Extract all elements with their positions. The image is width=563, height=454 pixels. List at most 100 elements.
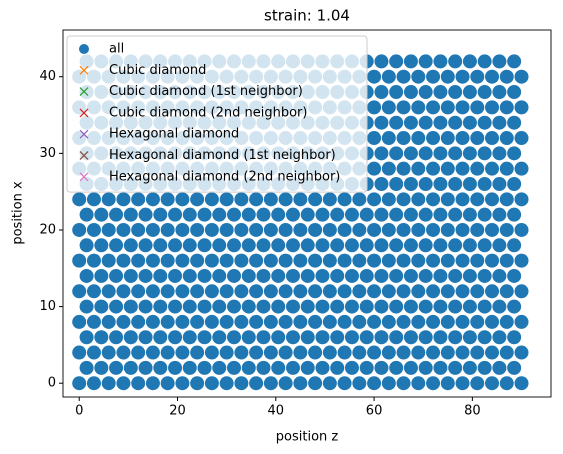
point [462, 330, 477, 345]
point [485, 131, 500, 146]
point [389, 115, 404, 130]
point [109, 238, 124, 253]
point [374, 177, 389, 192]
point [263, 253, 278, 268]
point [153, 238, 168, 253]
point [249, 345, 264, 360]
point [308, 314, 323, 329]
point [227, 268, 242, 283]
point [352, 253, 367, 268]
point [470, 284, 485, 299]
point [492, 146, 507, 161]
point [433, 268, 448, 283]
point [278, 284, 293, 299]
point [352, 192, 367, 207]
point [94, 207, 109, 222]
point [477, 146, 492, 161]
point [367, 345, 382, 360]
point [359, 238, 374, 253]
point [507, 360, 522, 375]
point [448, 238, 463, 253]
point [381, 100, 396, 115]
point [470, 376, 485, 391]
point [145, 253, 160, 268]
point [352, 284, 367, 299]
point [160, 284, 175, 299]
point [271, 299, 286, 314]
x-axis-label: position z [276, 430, 339, 445]
point [499, 222, 514, 237]
point [381, 314, 396, 329]
point [411, 222, 426, 237]
point [300, 238, 315, 253]
point [300, 207, 315, 222]
point [116, 376, 131, 391]
point [492, 85, 507, 100]
point [241, 299, 256, 314]
legend-label: all [109, 42, 124, 57]
point [168, 238, 183, 253]
point [145, 222, 160, 237]
point [322, 345, 337, 360]
point [492, 115, 507, 130]
point [514, 192, 529, 207]
point [285, 299, 300, 314]
legend-label: Hexagonal diamond (2nd neighbor) [109, 169, 340, 184]
point [462, 115, 477, 130]
point [499, 100, 514, 115]
point [109, 299, 124, 314]
point [374, 207, 389, 222]
point [514, 284, 529, 299]
point [256, 330, 271, 345]
point [418, 238, 433, 253]
point [109, 330, 124, 345]
point [374, 146, 389, 161]
point [227, 207, 242, 222]
point [426, 100, 441, 115]
point [448, 146, 463, 161]
point [492, 207, 507, 222]
x-tick-label: 60 [366, 404, 383, 419]
point [168, 299, 183, 314]
point [94, 238, 109, 253]
x-tick-label: 0 [75, 404, 83, 419]
point [426, 161, 441, 176]
point [131, 345, 146, 360]
legend-label: Cubic diamond (1st neighbor) [109, 84, 303, 99]
point [381, 192, 396, 207]
point [138, 330, 153, 345]
y-tick-label: 40 [39, 69, 56, 84]
point [131, 376, 146, 391]
point [109, 268, 124, 283]
point [455, 131, 470, 146]
point [485, 314, 500, 329]
point [190, 253, 205, 268]
point [79, 330, 94, 345]
point [145, 314, 160, 329]
point [197, 238, 212, 253]
point [330, 330, 345, 345]
point [426, 222, 441, 237]
point [418, 54, 433, 69]
point [440, 376, 455, 391]
point [389, 54, 404, 69]
point [418, 177, 433, 192]
point [426, 284, 441, 299]
point [462, 299, 477, 314]
point [403, 177, 418, 192]
point [190, 284, 205, 299]
point [477, 207, 492, 222]
point [234, 314, 249, 329]
point [145, 376, 160, 391]
point [485, 100, 500, 115]
point [249, 314, 264, 329]
point [367, 284, 382, 299]
point [101, 284, 116, 299]
point [411, 131, 426, 146]
point [455, 100, 470, 115]
point [249, 253, 264, 268]
point [182, 360, 197, 375]
point [271, 268, 286, 283]
point [168, 268, 183, 283]
point [426, 376, 441, 391]
